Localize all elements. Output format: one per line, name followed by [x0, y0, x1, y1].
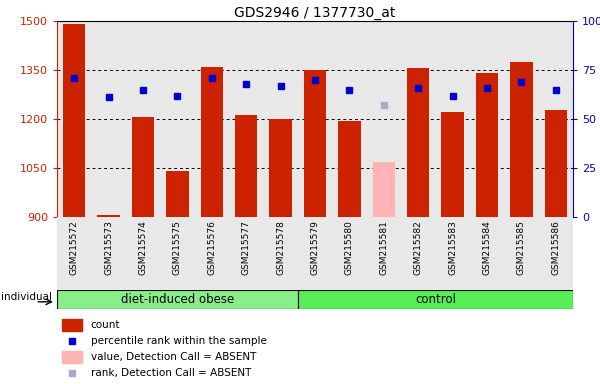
Title: GDS2946 / 1377730_at: GDS2946 / 1377730_at	[235, 6, 395, 20]
Text: GSM215586: GSM215586	[551, 220, 560, 275]
Bar	[91, 21, 126, 217]
Bar	[442, 112, 464, 217]
Text: GSM215584: GSM215584	[482, 220, 491, 275]
Text: count: count	[91, 320, 120, 330]
Bar	[476, 73, 498, 217]
Text: rank, Detection Call = ABSENT: rank, Detection Call = ABSENT	[91, 368, 251, 379]
Text: GSM215577: GSM215577	[242, 220, 251, 275]
Bar	[132, 117, 154, 217]
Bar	[235, 115, 257, 217]
Bar	[332, 21, 367, 217]
Bar	[166, 171, 188, 217]
Bar	[298, 217, 332, 290]
Bar	[194, 217, 229, 290]
Bar	[126, 21, 160, 217]
Bar	[401, 217, 436, 290]
Bar	[539, 217, 573, 290]
Bar	[126, 217, 160, 290]
Bar	[436, 217, 470, 290]
Bar	[57, 290, 298, 309]
Text: GSM215585: GSM215585	[517, 220, 526, 275]
Bar	[373, 162, 395, 217]
Bar	[401, 21, 436, 217]
Text: GSM215582: GSM215582	[414, 220, 422, 275]
Bar	[200, 67, 223, 217]
Text: GSM215580: GSM215580	[345, 220, 354, 275]
Text: value, Detection Call = ABSENT: value, Detection Call = ABSENT	[91, 352, 256, 362]
Bar	[407, 68, 430, 217]
Text: GSM215573: GSM215573	[104, 220, 113, 275]
Text: GSM215578: GSM215578	[276, 220, 285, 275]
Bar	[332, 217, 367, 290]
Bar	[545, 110, 567, 217]
Text: diet-induced obese: diet-induced obese	[121, 293, 234, 306]
Text: percentile rank within the sample: percentile rank within the sample	[91, 336, 266, 346]
Bar	[62, 319, 82, 331]
Bar	[269, 119, 292, 217]
Text: GSM215576: GSM215576	[208, 220, 217, 275]
Bar	[367, 21, 401, 217]
Bar	[229, 21, 263, 217]
Bar	[57, 21, 91, 217]
Bar	[504, 217, 539, 290]
Bar	[160, 21, 194, 217]
Bar	[57, 217, 91, 290]
Text: GSM215574: GSM215574	[139, 220, 148, 275]
Bar	[91, 217, 126, 290]
Text: GSM215581: GSM215581	[379, 220, 388, 275]
Text: GSM215572: GSM215572	[70, 220, 79, 275]
Bar	[539, 21, 573, 217]
Bar	[298, 21, 332, 217]
Bar	[470, 21, 504, 217]
Text: individual: individual	[1, 292, 52, 302]
Bar	[263, 21, 298, 217]
Bar	[304, 70, 326, 217]
Bar	[338, 121, 361, 217]
Bar	[298, 290, 573, 309]
Bar	[97, 215, 120, 217]
Bar	[160, 217, 194, 290]
Text: GSM215575: GSM215575	[173, 220, 182, 275]
Bar	[62, 351, 82, 363]
Bar	[194, 21, 229, 217]
Bar	[367, 217, 401, 290]
Text: GSM215583: GSM215583	[448, 220, 457, 275]
Bar	[504, 21, 539, 217]
Bar	[470, 217, 504, 290]
Bar	[63, 25, 85, 217]
Bar	[263, 217, 298, 290]
Bar	[510, 62, 533, 217]
Bar	[229, 217, 263, 290]
Bar	[436, 21, 470, 217]
Text: control: control	[415, 293, 456, 306]
Text: GSM215579: GSM215579	[311, 220, 320, 275]
